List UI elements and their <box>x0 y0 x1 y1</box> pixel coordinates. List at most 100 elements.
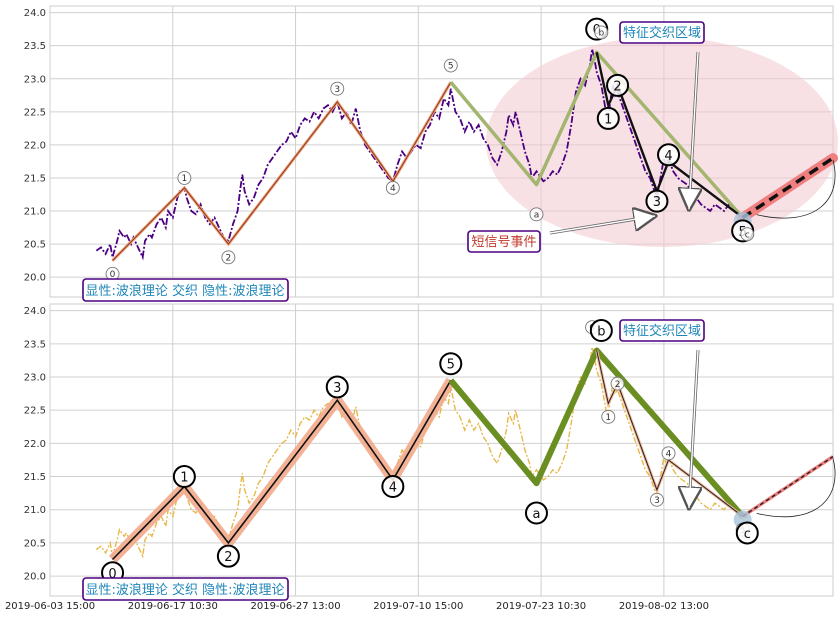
wave-label-circle <box>596 106 620 130</box>
zone-arrow-inner <box>688 349 699 509</box>
minor-wave <box>596 350 744 517</box>
wave-label-2: 2 <box>615 380 621 390</box>
y-tick-label: 20.0 <box>24 572 46 583</box>
wave-label-circle <box>443 58 458 73</box>
wave-label-2: 2 <box>226 254 232 264</box>
wave-label-circle <box>589 319 613 343</box>
top-panel: 20.0 20.5 21.0 21.5 22.0 22.5 23.0 23.5 24.0 0 1 2 3… <box>24 5 838 302</box>
legend-box <box>82 278 289 302</box>
y-tick-label: 22.5 <box>24 406 46 417</box>
projection-line <box>741 156 834 220</box>
signal-arrow-inner <box>549 215 656 234</box>
wave-label-3: 3 <box>333 381 341 396</box>
wave-label-circle <box>661 446 676 461</box>
price-series <box>95 48 748 261</box>
wave-label-4: 4 <box>390 184 396 194</box>
wave-label-a: a <box>532 507 540 522</box>
wave-label-4: 4 <box>664 149 672 164</box>
legend-text: 显性:波浪理论 交织 隐性:波浪理论 <box>85 283 284 299</box>
wave-label-1: 1 <box>605 413 611 423</box>
wave-label-circle <box>610 376 625 391</box>
y-tick-label: 23.5 <box>24 339 46 350</box>
zone-arrow-inner <box>688 51 699 210</box>
correction-wave <box>448 347 745 519</box>
wave-label-4: 4 <box>666 450 672 460</box>
zone-label-box <box>619 319 705 342</box>
y-tick-label: 21.0 <box>24 207 46 218</box>
wave-label-circle <box>172 465 196 489</box>
y-tick-label: 21.0 <box>24 505 46 516</box>
x-tick-label: 2019-08-02 13:00 <box>619 601 709 612</box>
wave-label-2: 2 <box>613 79 621 94</box>
wave-label-1: 1 <box>604 112 612 127</box>
plot-frame <box>49 303 834 597</box>
y-tick-label: 21.5 <box>24 472 46 483</box>
wave-label-1: 1 <box>181 174 187 184</box>
signal-label: 短信号事件 <box>471 235 536 250</box>
wave-label-0: 0 <box>110 270 116 280</box>
x-axis: 2019-06-03 15:00 2019-06-17 10:30 2019-06-… <box>5 601 709 612</box>
impulse-wave-line <box>111 379 452 561</box>
y-tick-label: 21.5 <box>24 173 46 184</box>
y-tick-label: 23.0 <box>24 74 46 85</box>
wave-label-5: 5 <box>447 358 455 373</box>
wave-label-circle <box>735 521 759 545</box>
projection-curve <box>756 458 836 518</box>
projection-curve <box>756 160 836 219</box>
y-tick-label: 22.5 <box>24 107 46 118</box>
y-tick-label: 20.0 <box>24 273 46 284</box>
wave-label-circle <box>524 501 548 525</box>
x-tick-label: 2019-07-10 15:00 <box>373 601 463 612</box>
wave-label-5: 5 <box>448 62 454 72</box>
wave-label-c: c <box>745 230 750 240</box>
wave-label-circle <box>216 544 240 568</box>
x-tick-label: 2019-07-23 10:30 <box>496 601 586 612</box>
impulse-wave-line <box>112 81 452 261</box>
wave-label-3: 3 <box>334 85 340 95</box>
zone-label: 特征交织区域 <box>623 25 701 41</box>
y-tick-label: 22.0 <box>24 140 46 151</box>
wave-label-4: 4 <box>389 481 397 496</box>
legend-text: 显性:波浪理论 交织 隐性:波浪理论 <box>85 582 284 598</box>
wave-label-circle <box>177 171 192 185</box>
wave-label-circle <box>221 250 236 265</box>
wave-label-3: 3 <box>653 195 661 210</box>
signal-label-box <box>467 230 541 253</box>
projection-band <box>741 455 834 518</box>
wave-label-circle <box>325 375 349 399</box>
wave-label-circle <box>594 25 609 40</box>
wave-label-1: 1 <box>180 471 188 486</box>
legend-box <box>82 577 289 601</box>
minor-wave <box>595 52 744 219</box>
x-tick-label: 2019-06-03 15:00 <box>5 601 95 612</box>
y-tick-label: 23.0 <box>24 373 46 384</box>
x-tick-label: 2019-06-17 10:30 <box>128 601 218 612</box>
y-tick-label: 23.5 <box>24 41 46 52</box>
wave-label-circle <box>649 492 664 507</box>
y-tick-label: 24.0 <box>24 306 46 317</box>
wave-label-circle <box>601 409 616 424</box>
wave-label-c: c <box>744 527 751 542</box>
y-tick-label: 20.5 <box>24 538 46 549</box>
y-tick-label: 24.0 <box>24 8 46 19</box>
feature-zone-ellipse <box>486 37 838 247</box>
wave-label-circle <box>529 207 544 222</box>
wave-label-circle <box>657 143 681 167</box>
bottom-panel: 20.0 20.5 21.0 21.5 22.0 22.5 23.0 23.5 24.0 0 1 2 3… <box>24 303 836 601</box>
wave-label-circle <box>740 227 755 242</box>
wave-label-0: 0 <box>108 567 116 582</box>
y-tick-label: 22.0 <box>24 439 46 450</box>
wave-label-circle <box>385 180 400 195</box>
wave-label-2: 2 <box>224 550 232 565</box>
correction-wave <box>449 50 745 219</box>
wave-label-circle <box>439 352 463 376</box>
zone-label-box <box>619 21 705 44</box>
wave-label-a: a <box>534 211 540 221</box>
x-tick-label: 2019-06-27 13:00 <box>250 601 340 612</box>
wave-label-b: b <box>598 29 604 39</box>
y-tick-label: 20.5 <box>24 240 46 251</box>
wave-label-circle <box>381 475 405 498</box>
zone-label: 特征交织区域 <box>623 323 701 339</box>
wave-label-circle <box>606 73 630 97</box>
